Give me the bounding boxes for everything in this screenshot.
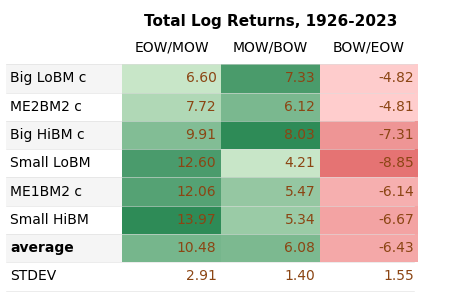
- Text: 2.91: 2.91: [186, 270, 216, 283]
- Text: -7.31: -7.31: [378, 128, 414, 142]
- Text: Big LoBM c: Big LoBM c: [10, 72, 87, 85]
- Text: 6.08: 6.08: [284, 241, 315, 255]
- FancyBboxPatch shape: [221, 149, 320, 177]
- FancyBboxPatch shape: [320, 234, 418, 262]
- Text: BOW/EOW: BOW/EOW: [333, 40, 405, 54]
- FancyBboxPatch shape: [320, 93, 418, 121]
- Text: -8.85: -8.85: [378, 156, 414, 170]
- FancyBboxPatch shape: [122, 93, 221, 121]
- FancyBboxPatch shape: [320, 121, 418, 149]
- Text: ME1BM2 c: ME1BM2 c: [10, 185, 83, 199]
- FancyBboxPatch shape: [6, 262, 414, 291]
- Text: 10.48: 10.48: [177, 241, 216, 255]
- FancyBboxPatch shape: [6, 206, 414, 234]
- FancyBboxPatch shape: [122, 177, 221, 206]
- Text: 6.12: 6.12: [284, 100, 315, 114]
- FancyBboxPatch shape: [320, 206, 418, 234]
- Text: 8.03: 8.03: [285, 128, 315, 142]
- FancyBboxPatch shape: [122, 234, 221, 262]
- Text: MOW/BOW: MOW/BOW: [233, 40, 308, 54]
- FancyBboxPatch shape: [6, 177, 414, 206]
- Text: Small HiBM: Small HiBM: [10, 213, 89, 227]
- FancyBboxPatch shape: [6, 149, 414, 177]
- Text: STDEV: STDEV: [10, 270, 57, 283]
- Text: 1.55: 1.55: [383, 270, 414, 283]
- Text: 7.33: 7.33: [285, 72, 315, 85]
- Text: -6.43: -6.43: [378, 241, 414, 255]
- Text: EOW/MOW: EOW/MOW: [134, 40, 209, 54]
- Text: 5.47: 5.47: [285, 185, 315, 199]
- Text: ME2BM2 c: ME2BM2 c: [10, 100, 82, 114]
- FancyBboxPatch shape: [122, 206, 221, 234]
- FancyBboxPatch shape: [320, 177, 418, 206]
- Text: average: average: [10, 241, 74, 255]
- FancyBboxPatch shape: [221, 177, 320, 206]
- FancyBboxPatch shape: [221, 64, 320, 93]
- Text: 1.40: 1.40: [285, 270, 315, 283]
- FancyBboxPatch shape: [221, 234, 320, 262]
- Text: -4.82: -4.82: [378, 72, 414, 85]
- Text: 9.91: 9.91: [185, 128, 216, 142]
- Text: 12.06: 12.06: [177, 185, 216, 199]
- FancyBboxPatch shape: [122, 121, 221, 149]
- FancyBboxPatch shape: [122, 64, 221, 93]
- FancyBboxPatch shape: [221, 121, 320, 149]
- Text: 13.97: 13.97: [177, 213, 216, 227]
- Text: 6.60: 6.60: [186, 72, 216, 85]
- Text: -6.67: -6.67: [378, 213, 414, 227]
- Text: 12.60: 12.60: [177, 156, 216, 170]
- Text: -4.81: -4.81: [378, 100, 414, 114]
- Text: 5.34: 5.34: [285, 213, 315, 227]
- FancyBboxPatch shape: [6, 93, 414, 121]
- FancyBboxPatch shape: [320, 149, 418, 177]
- FancyBboxPatch shape: [221, 93, 320, 121]
- FancyBboxPatch shape: [320, 64, 418, 93]
- Text: Big HiBM c: Big HiBM c: [10, 128, 85, 142]
- Text: 7.72: 7.72: [186, 100, 216, 114]
- FancyBboxPatch shape: [122, 149, 221, 177]
- Text: 4.21: 4.21: [285, 156, 315, 170]
- FancyBboxPatch shape: [6, 234, 414, 262]
- FancyBboxPatch shape: [6, 64, 414, 93]
- FancyBboxPatch shape: [221, 206, 320, 234]
- Text: Total Log Returns, 1926-2023: Total Log Returns, 1926-2023: [143, 14, 397, 29]
- Text: -6.14: -6.14: [378, 185, 414, 199]
- FancyBboxPatch shape: [6, 121, 414, 149]
- Text: Small LoBM: Small LoBM: [10, 156, 91, 170]
